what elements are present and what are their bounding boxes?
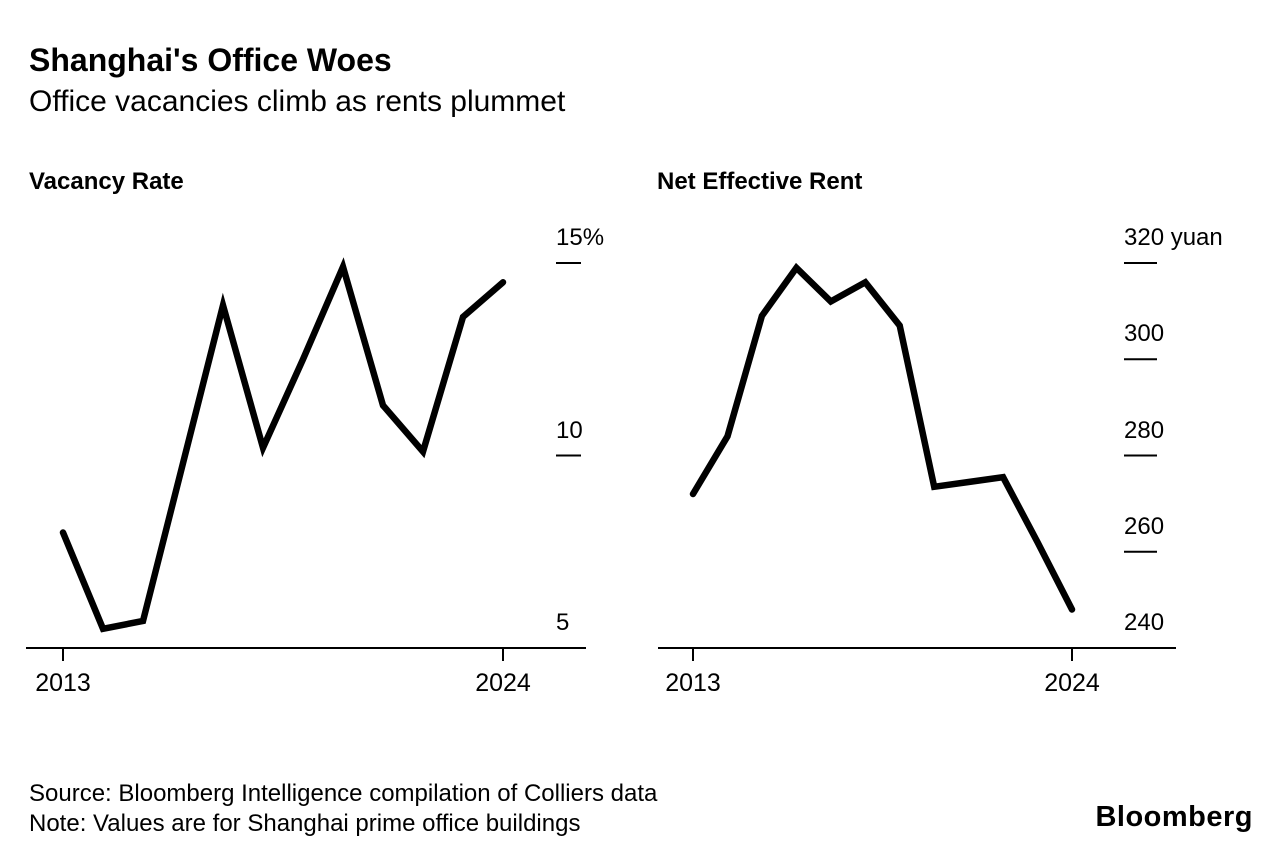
y-tick-label: 5 — [556, 609, 570, 636]
y-tick-label: 15% — [556, 224, 605, 251]
series-line-net-effective-rent — [689, 262, 1076, 613]
chart-title-net-effective-rent: Net Effective Rent — [657, 168, 863, 195]
x-tick-label: 2013 — [665, 669, 721, 697]
x-tick-label: 2013 — [35, 669, 91, 697]
y-tick-label: 320 yuan — [1124, 224, 1223, 251]
note-text: Note: Values are for Shanghai prime offi… — [29, 810, 581, 837]
series-line-vacancy-rate — [59, 257, 507, 633]
y-tick-label: 280 — [1124, 416, 1165, 444]
chart-title-vacancy-rate: Vacancy Rate — [29, 168, 184, 195]
y-tick-label: 10 — [556, 416, 583, 444]
y-tick-label: 300 — [1124, 320, 1165, 348]
page-subtitle: Office vacancies climb as rents plummet — [29, 85, 566, 118]
source-text: Source: Bloomberg Intelligence compilati… — [29, 780, 658, 807]
x-tick-label: 2024 — [1044, 669, 1100, 697]
bloomberg-logo: Bloomberg — [1095, 801, 1253, 833]
y-tick-label: 260 — [1124, 512, 1165, 540]
x-tick-label: 2024 — [475, 669, 531, 697]
page-title: Shanghai's Office Woes — [29, 42, 392, 78]
y-tick-label: 240 — [1124, 609, 1165, 636]
